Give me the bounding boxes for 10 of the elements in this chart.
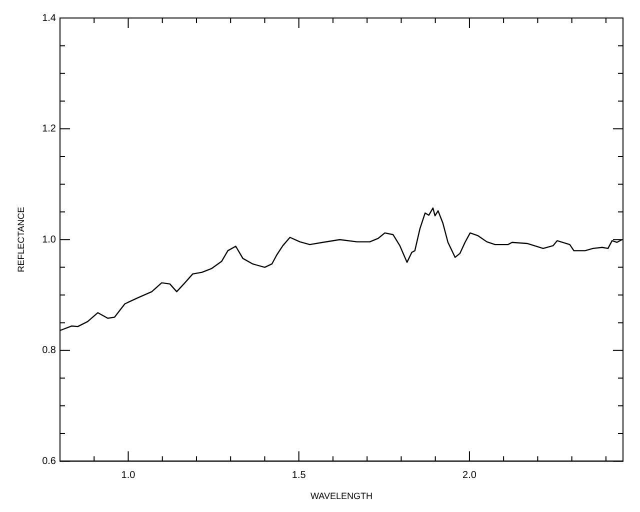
y-tick-label: 0.8 xyxy=(42,345,56,356)
y-tick-label: 1.2 xyxy=(42,124,56,135)
x-axis-title: WAVELENGTH xyxy=(310,491,373,502)
x-tick-label: 2.0 xyxy=(462,470,477,481)
y-tick-label: 1.4 xyxy=(42,12,56,24)
y-tick-label: 1.0 xyxy=(42,234,56,246)
y-tick-label: 0.6 xyxy=(42,456,56,467)
x-tick-label: 1.5 xyxy=(292,470,306,481)
y-axis-title: REFLECTANCE xyxy=(16,206,26,272)
x-tick-label: 1.0 xyxy=(121,470,136,481)
